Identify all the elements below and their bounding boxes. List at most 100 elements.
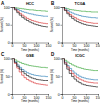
- tick-label: 150: [96, 44, 100, 48]
- tick-mark: [61, 25, 63, 26]
- tick: 150: [46, 94, 52, 100]
- figure: 050100150050100AHCCTime (months)Survival…: [0, 0, 100, 103]
- survival-curve: [62, 59, 98, 84]
- tick-label: 150: [96, 96, 100, 100]
- survival-curve: [12, 7, 48, 24]
- tick-mark: [11, 43, 13, 44]
- tick-label: 50: [56, 23, 60, 27]
- tick: 0: [62, 43, 64, 49]
- series-group: [62, 7, 98, 27]
- plot-area: 0 50 100 150 0 50 100: [4, 57, 52, 100]
- y-axis-title: Survival (%): [50, 17, 54, 32]
- tick: 0: [8, 41, 12, 45]
- tick: 50: [6, 23, 12, 27]
- axis-line: [13, 43, 49, 44]
- tick-label: 0: [12, 96, 14, 100]
- series-group: [12, 7, 48, 27]
- tick-mark: [11, 76, 13, 77]
- y-axis: 0 50 100: [54, 6, 63, 46]
- tick: 100: [4, 6, 12, 10]
- tick: 150: [96, 94, 100, 100]
- tick-label: 50: [6, 75, 10, 79]
- tick-label: 150: [46, 96, 52, 100]
- tick: 50: [56, 23, 62, 27]
- panel: 0 50 100 150 0 50 100B TCGA Time (months) Surviva…: [50, 1, 100, 52]
- tick-label: 0: [12, 44, 14, 48]
- tick-label: 100: [4, 57, 10, 61]
- y-axis-title: Survival (%): [0, 69, 4, 84]
- x-axis-title: Time (months): [21, 48, 39, 52]
- survival-curve: [12, 59, 48, 81]
- tick-mark: [11, 7, 13, 8]
- y-axis: 0 50 100: [4, 6, 13, 46]
- panel: 0 50 100 150 0 50 100C GSE Time (months) Survival…: [0, 52, 51, 103]
- title: GSE: [26, 54, 34, 58]
- survival-curve: [62, 59, 98, 87]
- axis-line: [61, 59, 63, 95]
- tick-label: 50: [56, 75, 60, 79]
- axis-line: [11, 8, 13, 44]
- panel: 0 50 100 150 0 50 100D ICGC Time (months) Surviva…: [50, 52, 100, 103]
- survival-curve: [62, 7, 98, 24]
- title: ICGC: [75, 54, 85, 58]
- panel-label: C: [1, 52, 5, 57]
- tick-mark: [11, 25, 13, 26]
- tick-mark: [61, 59, 63, 60]
- tick: 0: [62, 94, 64, 100]
- axis-line: [13, 95, 49, 96]
- tick: 100: [54, 6, 62, 10]
- tick-mark: [11, 94, 13, 95]
- y-axis-title: Survival (%): [50, 69, 54, 84]
- tick-label: 150: [46, 44, 52, 48]
- tick-label: 0: [8, 93, 10, 97]
- tick-label: 0: [62, 96, 64, 100]
- tick-mark: [11, 59, 13, 60]
- panel-label: D: [51, 52, 55, 57]
- tick: 0: [8, 93, 12, 97]
- survival-curve: [12, 59, 48, 86]
- tick-mark: [61, 43, 63, 44]
- survival-curve: [12, 59, 48, 77]
- tick-label: 100: [4, 6, 10, 10]
- x-axis-title: Time (months): [21, 99, 39, 103]
- tick-label: 100: [54, 6, 60, 10]
- tick: 150: [46, 43, 52, 49]
- axis-line: [61, 8, 63, 44]
- axis-line: [63, 95, 99, 96]
- tick: 50: [56, 75, 62, 79]
- panel-label: B: [51, 1, 55, 6]
- axis-line: [63, 43, 99, 44]
- tick: 0: [12, 43, 14, 49]
- tick-label: 50: [6, 23, 10, 27]
- tick-label: 0: [58, 93, 60, 97]
- y-axis-title: Survival (%): [0, 17, 4, 32]
- plot-area: 0 50 100 150 0 50 100: [4, 6, 52, 49]
- survival-curve: [12, 7, 48, 27]
- tick-label: 100: [54, 57, 60, 61]
- y-axis: 0 50 100: [54, 57, 63, 96]
- x-axis-title: Time (months): [71, 99, 89, 103]
- title: HCC: [26, 2, 34, 6]
- tick: 50: [6, 75, 12, 79]
- title: TCGA: [75, 2, 86, 6]
- tick: 100: [54, 57, 62, 61]
- plot-area: 0 50 100 150 0 50 100: [54, 6, 100, 49]
- tick-label: 0: [62, 44, 64, 48]
- survival-curve: [12, 7, 48, 17]
- tick-mark: [61, 76, 63, 77]
- tick: 150: [96, 43, 100, 49]
- tick: 0: [12, 94, 14, 100]
- survival-curve: [12, 7, 48, 11]
- tick: 0: [58, 93, 62, 97]
- survival-curve: [62, 7, 98, 27]
- tick: 100: [4, 57, 12, 61]
- panel: 0 50 100 150 0 50 100A HCC Time (months) Survival…: [0, 1, 51, 52]
- tick: 0: [58, 41, 62, 45]
- axis-line: [11, 59, 13, 95]
- series-group: [12, 59, 48, 86]
- y-axis: 0 50 100: [4, 57, 13, 96]
- x-axis-title: Time (months): [71, 48, 89, 52]
- tick-mark: [61, 94, 63, 95]
- panel-label: A: [1, 1, 5, 6]
- plot-area: 0 50 100 150 0 50 100: [54, 57, 100, 100]
